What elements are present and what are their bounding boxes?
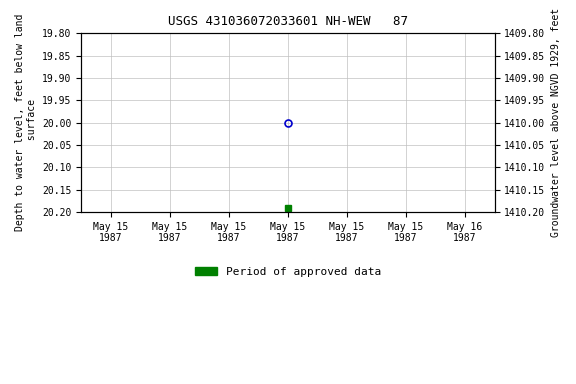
Legend: Period of approved data: Period of approved data	[190, 263, 385, 281]
Y-axis label: Groundwater level above NGVD 1929, feet: Groundwater level above NGVD 1929, feet	[551, 8, 561, 237]
Y-axis label: Depth to water level, feet below land
 surface: Depth to water level, feet below land su…	[15, 14, 37, 231]
Title: USGS 431036072033601 NH-WEW   87: USGS 431036072033601 NH-WEW 87	[168, 15, 408, 28]
